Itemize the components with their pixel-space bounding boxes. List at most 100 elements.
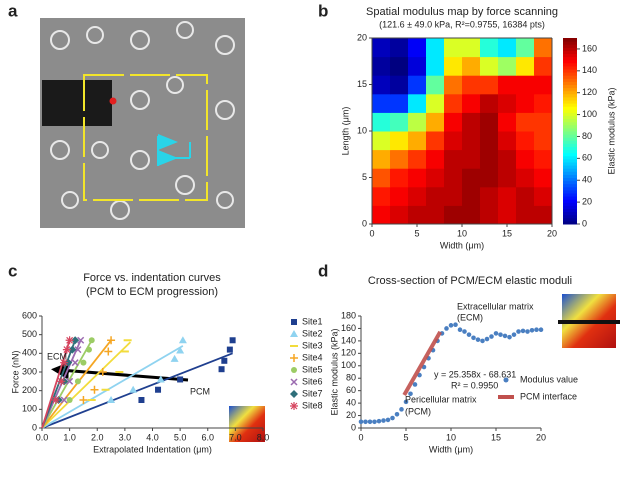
point	[66, 397, 73, 403]
heat-cell	[390, 205, 409, 225]
heat-cell	[390, 149, 409, 169]
heat-cell	[408, 149, 427, 169]
heat-cell	[534, 38, 553, 58]
heat-cell	[462, 186, 481, 206]
legend-marker	[290, 354, 298, 362]
heat-cell	[516, 93, 535, 113]
point	[511, 332, 517, 337]
heat-cell	[462, 112, 481, 132]
point	[88, 337, 95, 344]
colorbar-step	[563, 183, 577, 188]
colorbar-step	[563, 118, 577, 123]
heat-cell	[426, 168, 445, 188]
y-tick-label: 0	[351, 422, 356, 432]
legend-marker	[290, 390, 298, 398]
heat-cell	[444, 75, 463, 95]
x-tick-label: 6.0	[201, 432, 214, 442]
panel-label: d	[318, 261, 328, 280]
point	[80, 359, 87, 366]
point	[226, 346, 233, 353]
fit-line	[41, 339, 112, 429]
heat-cell	[426, 205, 445, 225]
point	[502, 333, 508, 339]
x-tick-label: 7.0	[229, 432, 242, 442]
heat-cell	[426, 186, 445, 206]
point	[363, 419, 368, 425]
heat-cell	[498, 149, 517, 169]
interface-line	[402, 330, 442, 396]
colorbar-step	[563, 180, 577, 185]
legend-marker	[290, 378, 298, 386]
legend-marker	[291, 367, 297, 373]
colorbar-step	[563, 50, 577, 54]
y-tick-label: 120	[341, 348, 356, 358]
colorbar-tick-label: 160	[582, 43, 597, 53]
heat-cell	[426, 75, 445, 95]
point	[79, 396, 88, 404]
point	[176, 346, 185, 354]
x-tick-label: 5.0	[174, 432, 187, 442]
colorbar-tick-label: 20	[582, 196, 592, 206]
heat-cell	[390, 168, 409, 188]
colorbar-tick-label: 80	[582, 131, 592, 141]
heat-cell	[498, 112, 517, 132]
heat-cell	[498, 56, 517, 76]
y-tick-label: 15	[357, 79, 367, 89]
point	[129, 385, 138, 393]
heat-cell	[390, 186, 409, 206]
colorbar-step	[563, 220, 577, 225]
x-tick-label: 5	[414, 228, 419, 238]
heat-cell	[480, 112, 499, 132]
panel-label: c	[8, 261, 17, 280]
colorbar-step	[563, 53, 577, 58]
heat-cell	[390, 56, 409, 76]
y-tick-label: 80	[346, 373, 356, 383]
colorbar-step	[563, 208, 577, 213]
colorbar-step	[563, 47, 577, 51]
panel-label: a	[8, 1, 18, 20]
point	[453, 322, 458, 328]
heat-cell	[408, 205, 427, 225]
heat-cell	[390, 112, 409, 132]
point	[376, 418, 382, 424]
heat-cell	[444, 131, 463, 151]
colorbar-step	[563, 87, 577, 92]
annotation: y = 25.358x - 68.631	[434, 369, 516, 379]
fit-line	[41, 352, 233, 429]
point	[538, 327, 544, 332]
heat-cell	[372, 186, 391, 206]
colorbar-step	[563, 137, 577, 141]
legend-label: Modulus value	[520, 374, 578, 384]
colorbar-step	[563, 149, 577, 154]
heat-cell	[372, 205, 391, 225]
y-tick-label: 160	[341, 323, 356, 333]
heat-cell	[498, 168, 517, 188]
x-tick-label: 15	[491, 432, 501, 442]
point	[74, 346, 82, 354]
point	[507, 334, 512, 340]
heat-cell	[480, 75, 499, 95]
point	[529, 328, 535, 333]
point	[156, 375, 165, 383]
heat-cell	[516, 56, 535, 76]
colorbar-step	[563, 193, 577, 197]
heat-cell	[372, 56, 391, 76]
heat-cell	[408, 112, 427, 132]
y-tick-label: 100	[22, 404, 37, 414]
colorbar-tick-label: 60	[582, 153, 592, 163]
colorbar-step	[563, 127, 577, 132]
heat-cell	[408, 131, 427, 151]
legend-label: Site4	[302, 352, 323, 362]
point	[484, 336, 490, 342]
colorbar-step	[563, 62, 577, 67]
heat-cell	[480, 38, 499, 58]
colorbar-step	[563, 174, 577, 178]
legend-marker	[290, 402, 298, 410]
y-tick-label: 5	[362, 172, 367, 182]
colorbar-step	[563, 124, 577, 129]
colorbar-step	[563, 196, 577, 200]
point	[412, 382, 418, 387]
heat-cell	[462, 93, 481, 113]
y-axis-label: Force (nN)	[10, 350, 20, 393]
heat-cell	[426, 93, 445, 113]
